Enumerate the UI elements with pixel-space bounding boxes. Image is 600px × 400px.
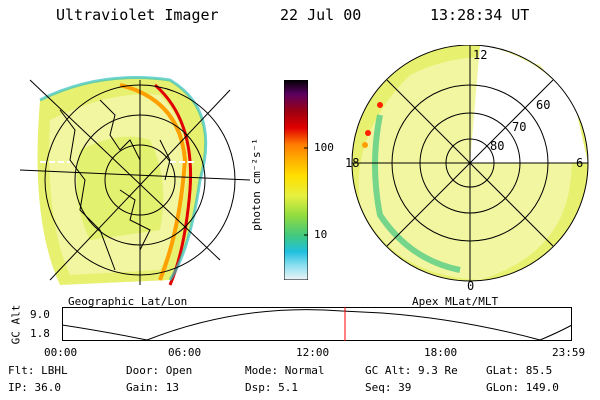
- footer-filter: Flt: LBHL: [8, 364, 68, 377]
- footer-glon: GLon: 149.0: [486, 381, 559, 394]
- footer-door: Door: Open: [126, 364, 193, 377]
- mlt-label-12: 12: [473, 48, 487, 62]
- mlt-label-18: 18: [345, 156, 359, 170]
- x-tick-0600: 06:00: [168, 346, 202, 359]
- lat-label-60: 60: [536, 98, 550, 112]
- footer-dsp: Dsp: 5.1: [245, 381, 298, 394]
- x-tick-1200: 12:00: [296, 346, 330, 359]
- colorbar-tick-10: 10: [314, 228, 328, 241]
- footer-gain: Gain: 13: [126, 381, 179, 394]
- time-label: 13:28:34 UT: [430, 6, 530, 24]
- footer-mode: Mode: Normal: [245, 364, 325, 377]
- colorbar-unit: photon cm⁻²s⁻¹: [249, 138, 263, 231]
- x-tick-0000: 00:00: [44, 346, 78, 359]
- right-panel-label: Apex MLat/MLT: [412, 295, 499, 308]
- mlt-label-0: 0: [467, 279, 474, 290]
- lat-label-70: 70: [512, 120, 526, 134]
- colorbar-tick-100: 100: [314, 141, 334, 154]
- footer-ip: IP: 36.0: [8, 381, 61, 394]
- instrument-title: Ultraviolet Imager: [56, 6, 219, 24]
- date-label: 22 Jul 00: [280, 6, 362, 24]
- altitude-ytick-min: 1.8: [30, 327, 50, 340]
- magnetic-polar-image: 12 18 6 0 60 70 80: [345, 45, 589, 290]
- altitude-plot: [62, 307, 572, 341]
- altitude-ylabel: GC Alt: [9, 304, 23, 345]
- x-tick-2359: 23:59: [552, 346, 586, 359]
- mlt-label-6: 6: [576, 156, 583, 170]
- footer-seq: Seq: 39: [365, 381, 412, 394]
- lat-label-80: 80: [490, 139, 504, 153]
- footer-gc-alt: GC Alt: 9.3 Re: [365, 364, 458, 377]
- altitude-ytick-max: 9.0: [30, 308, 50, 321]
- footer-glat: GLat: 85.5: [486, 364, 553, 377]
- left-panel-label: Geographic Lat/Lon: [68, 295, 188, 308]
- colorbar: [284, 80, 308, 280]
- x-tick-1800: 18:00: [424, 346, 458, 359]
- geographic-image: [20, 76, 251, 286]
